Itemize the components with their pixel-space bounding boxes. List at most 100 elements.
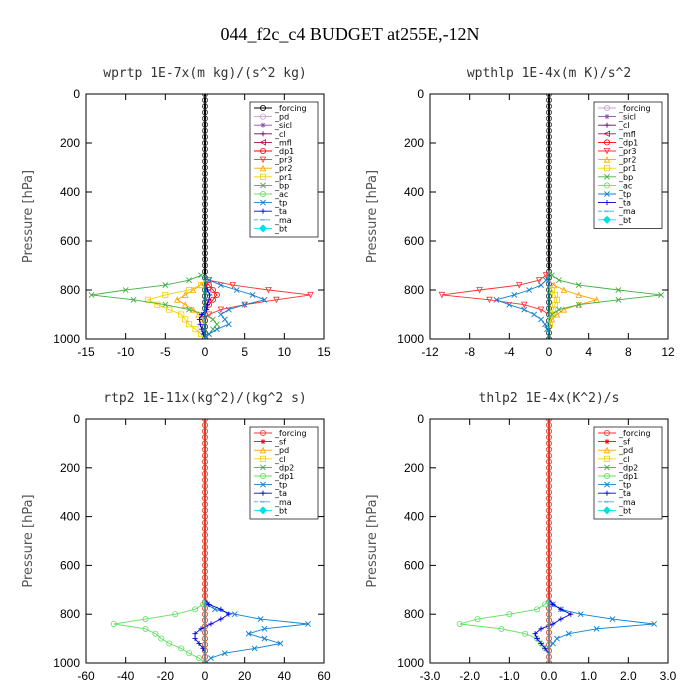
legend-entry: _pr1 [618, 164, 636, 173]
zero-profile-marker [546, 489, 553, 496]
x-tick-label: -60 [77, 669, 95, 683]
legend-entry: _dp1 [618, 472, 638, 481]
data-point [498, 625, 505, 632]
zero-profile-marker [201, 440, 208, 447]
series-tp [548, 599, 658, 663]
data-point [206, 331, 212, 338]
data-point [206, 297, 212, 303]
data-point [213, 321, 220, 328]
legend-entry: _ta [274, 207, 287, 216]
panel-title: thlp2 1E-4x(K^2)/s [479, 391, 620, 406]
x-tick-label: 20 [238, 669, 252, 683]
data-point [192, 606, 199, 613]
legend: _forcing_sf_pd_cl_dp2_dp1_tp_ta_ma_bt [249, 426, 319, 520]
data-point [226, 611, 232, 617]
data-point [178, 645, 185, 652]
legend-marker [604, 464, 610, 471]
zero-profile-marker [201, 428, 208, 435]
legend-entry: _ma [274, 216, 292, 225]
x-tick-label: 40 [278, 669, 292, 683]
zero-profile-marker [546, 201, 553, 208]
zero-profile-marker [546, 476, 553, 483]
panel-title: wprtp 1E-7x(m kg)/(s^2 kg) [103, 66, 307, 81]
data-point [196, 655, 203, 662]
zero-profile-marker [546, 440, 553, 447]
data-point [476, 286, 483, 294]
zero-profile-marker [546, 109, 553, 116]
y-tick-label: 1000 [397, 656, 424, 670]
x-tick-label: -4 [504, 345, 515, 359]
data-point [196, 640, 202, 647]
data-point [206, 277, 212, 284]
panel-3: rtp2 1E-11x(kg^2)/(kg^2 s) Pressure [hPa]… [21, 391, 331, 683]
legend-entry: _forcing [274, 104, 307, 113]
zero-profile-marker [546, 237, 553, 244]
y-axis-label: Pressure [hPa] [21, 170, 36, 263]
zero-profile-marker [546, 207, 553, 214]
data-point [537, 306, 545, 314]
data-point [558, 606, 564, 612]
zero-profile-marker [546, 519, 553, 526]
y-tick-label: 600 [404, 558, 424, 572]
legend-marker [603, 156, 611, 163]
legend-entry: _bt [274, 506, 287, 515]
legend-entry: _pr1 [274, 173, 292, 182]
zero-profile-marker [201, 550, 208, 557]
zero-profile-marker [201, 531, 208, 538]
data-point [506, 611, 513, 618]
legend-entry: _sicl [274, 121, 292, 130]
y-tick-label: 0 [417, 412, 424, 426]
panel-title: wpthlp 1E-4x(m K)/s^2 [467, 66, 631, 81]
legend-marker [259, 147, 266, 154]
legend-marker [604, 490, 610, 496]
data-point [615, 296, 622, 303]
data-point [205, 277, 213, 284]
zero-profile-marker [546, 568, 553, 575]
data-point [538, 316, 544, 323]
zero-profile-marker [546, 550, 553, 557]
legend-entry: _dp1 [274, 147, 294, 156]
y-tick-label: 1000 [53, 656, 80, 670]
data-point [186, 650, 193, 657]
zero-profile-marker [201, 586, 208, 593]
zero-profile-marker [201, 476, 208, 483]
data-point [609, 616, 616, 622]
data-point [208, 655, 214, 662]
zero-profile-marker [201, 501, 208, 508]
legend-entry: _ma [274, 498, 292, 507]
legend-entry: _pr2 [618, 156, 636, 165]
x-tick-label: 0 [202, 345, 209, 359]
zero-profile-marker [546, 434, 553, 441]
data-point [172, 611, 179, 618]
y-tick-label: 200 [60, 136, 80, 150]
zero-profile-marker [546, 188, 553, 195]
y-tick-label: 400 [404, 510, 424, 524]
axes-frame [429, 418, 669, 664]
legend-box [593, 101, 663, 229]
zero-profile-marker [201, 219, 208, 226]
zero-profile-marker [546, 115, 553, 122]
legend-marker [604, 105, 611, 112]
zero-profile-marker [201, 458, 208, 465]
x-tick-label: 12 [661, 345, 675, 359]
zero-profile-marker [546, 244, 553, 251]
legend-marker [604, 165, 611, 172]
axes-frame [85, 418, 325, 664]
zero-profile-marker [201, 519, 208, 526]
legend-marker [259, 139, 267, 146]
x-tick-label: 15 [317, 345, 331, 359]
x-tick-label: -5 [160, 345, 171, 359]
data-point [550, 640, 556, 647]
data-point [438, 291, 446, 299]
y-tick-label: 0 [73, 87, 80, 101]
zero-profile-marker [201, 262, 208, 269]
legend-entry: _ta [274, 489, 287, 498]
zero-profile-marker [201, 244, 208, 251]
legend-entry: _bt [618, 216, 631, 225]
zero-profile-marker [201, 525, 208, 532]
zero-profile-marker [201, 446, 208, 453]
data-point [538, 282, 544, 289]
data-point [532, 631, 538, 637]
x-tick-label: -1.0 [499, 669, 520, 683]
panel-2: wpthlp 1E-4x(m K)/s^2 Pressure [hPa] -12 -8… [365, 66, 675, 359]
